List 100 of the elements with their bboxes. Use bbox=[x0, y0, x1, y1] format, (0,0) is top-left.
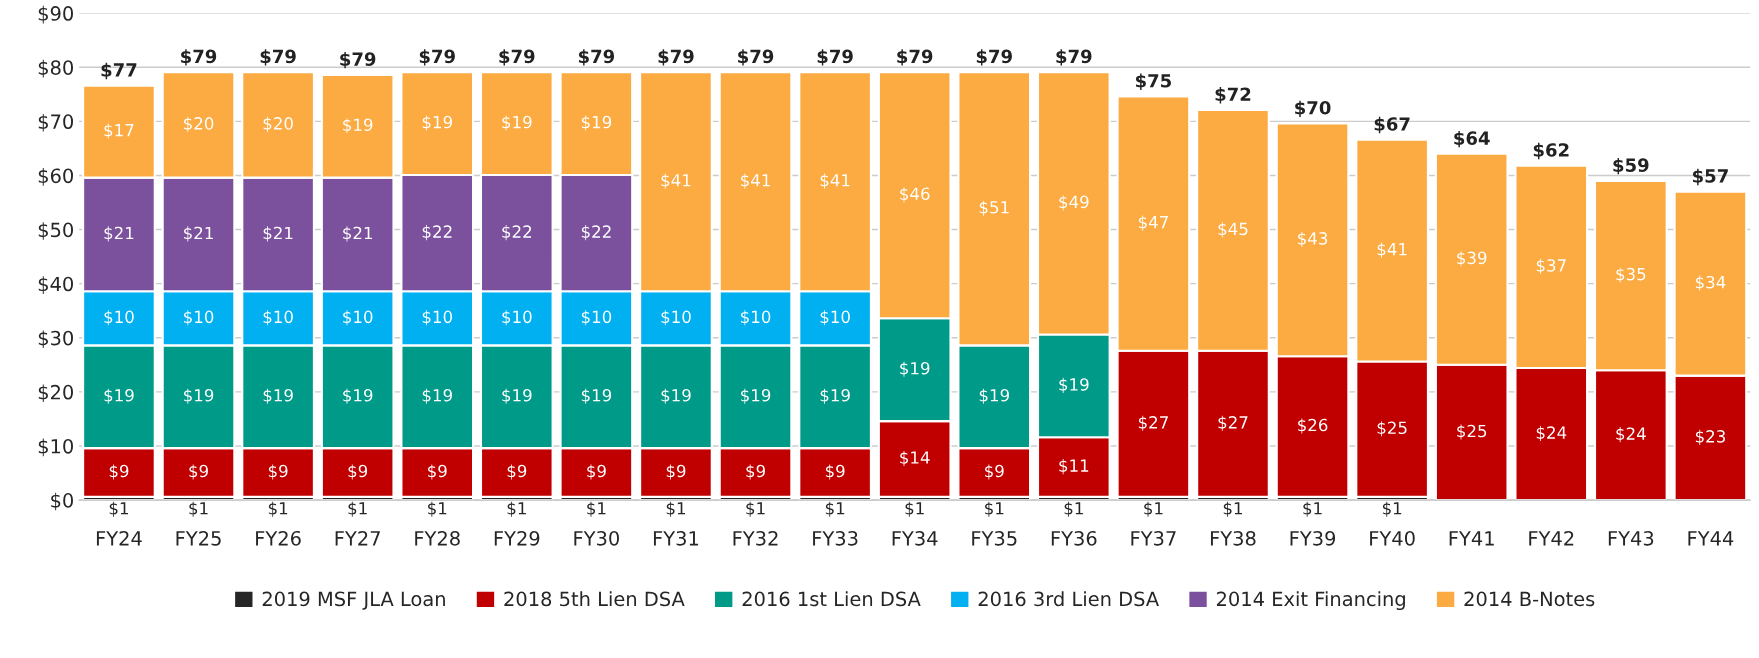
x-tick-label: FY38 bbox=[1210, 530, 1256, 546]
total-label: $57 bbox=[1692, 168, 1728, 186]
x-tick-label: FY35 bbox=[972, 530, 1017, 546]
y-tick-label: $0 bbox=[51, 492, 73, 511]
total-label: $79 bbox=[976, 49, 1012, 66]
data-label: $10 bbox=[502, 310, 532, 326]
data-label: $10 bbox=[263, 310, 293, 326]
data-label: $9 bbox=[587, 464, 606, 480]
y-tick-label: $70 bbox=[38, 113, 73, 132]
data-label: $9 bbox=[666, 464, 686, 480]
total-label: $67 bbox=[1374, 116, 1410, 134]
x-tick-label: FY40 bbox=[1370, 530, 1415, 546]
x-tick-label: FY41 bbox=[1449, 531, 1494, 546]
data-label: $10 bbox=[183, 310, 214, 326]
data-label: $10 bbox=[104, 310, 134, 326]
data-label: $1 bbox=[268, 501, 288, 517]
data-label: $25 bbox=[1377, 421, 1407, 437]
legend-label: 2016 1st Lien DSA bbox=[742, 591, 921, 607]
data-label: $47 bbox=[1138, 215, 1168, 231]
data-label: $9 bbox=[428, 464, 447, 480]
data-label: $22 bbox=[502, 225, 532, 241]
y-tick-label: $40 bbox=[38, 276, 73, 294]
total-label: $79 bbox=[1056, 49, 1092, 66]
data-label: $49 bbox=[1059, 195, 1089, 211]
data-label: $10 bbox=[661, 310, 691, 326]
data-label: $27 bbox=[1138, 415, 1168, 431]
total-label: $79 bbox=[658, 49, 694, 66]
data-label: $19 bbox=[422, 388, 452, 404]
data-label: $19 bbox=[1059, 377, 1089, 393]
x-tick-label: FY26 bbox=[256, 530, 301, 546]
x-tick-label: FY28 bbox=[415, 530, 460, 546]
total-label: $59 bbox=[1613, 157, 1649, 175]
data-label: $10 bbox=[820, 310, 850, 326]
data-label: $34 bbox=[1695, 275, 1726, 291]
data-label: $9 bbox=[109, 464, 129, 480]
data-label: $10 bbox=[741, 310, 771, 326]
x-tick-label: FY44 bbox=[1688, 531, 1734, 546]
total-label: $77 bbox=[101, 62, 137, 80]
data-label: $27 bbox=[1218, 415, 1248, 431]
total-label: $79 bbox=[499, 49, 535, 66]
data-label: $46 bbox=[900, 187, 930, 203]
data-label: $19 bbox=[422, 115, 452, 131]
data-label: $19 bbox=[979, 388, 1009, 404]
data-label: $1 bbox=[109, 501, 129, 517]
data-label: $1 bbox=[189, 501, 208, 517]
x-tick-label: FY43 bbox=[1608, 530, 1654, 546]
y-tick-label: $60 bbox=[38, 168, 73, 186]
y-tick-label: $20 bbox=[38, 384, 73, 403]
total-label: $79 bbox=[738, 49, 774, 66]
data-label: $19 bbox=[343, 118, 373, 134]
x-tick-label: FY25 bbox=[176, 530, 221, 546]
data-label: $9 bbox=[985, 464, 1004, 480]
data-label: $21 bbox=[183, 226, 213, 242]
data-label: $19 bbox=[741, 388, 771, 404]
total-label: $79 bbox=[260, 49, 296, 66]
data-label: $19 bbox=[502, 388, 532, 404]
data-label: $35 bbox=[1616, 267, 1646, 283]
data-label: $19 bbox=[104, 388, 134, 404]
data-label: $10 bbox=[581, 310, 612, 326]
x-tick-label: FY39 bbox=[1290, 530, 1336, 546]
data-label: $20 bbox=[263, 116, 293, 132]
y-tick-label: $10 bbox=[38, 438, 73, 457]
total-label: $79 bbox=[340, 51, 376, 69]
data-label: $43 bbox=[1298, 231, 1328, 247]
data-label: $19 bbox=[581, 115, 612, 131]
total-label: $70 bbox=[1295, 100, 1331, 118]
legend-label: 2016 3rd Lien DSA bbox=[978, 591, 1159, 607]
data-label: $19 bbox=[502, 115, 532, 131]
data-label: $41 bbox=[661, 173, 691, 189]
data-label: $41 bbox=[741, 173, 770, 189]
data-label: $9 bbox=[507, 464, 527, 480]
legend-label: 2014 B-Notes bbox=[1464, 591, 1595, 607]
x-tick-label: FY37 bbox=[1131, 530, 1176, 546]
data-label: $9 bbox=[348, 464, 368, 480]
data-label: $1 bbox=[1064, 501, 1083, 517]
total-label: $72 bbox=[1215, 87, 1251, 104]
data-label: $45 bbox=[1218, 222, 1248, 238]
total-label: $79 bbox=[578, 49, 615, 66]
total-label: $75 bbox=[1135, 73, 1171, 90]
data-label: $1 bbox=[587, 501, 606, 517]
data-label: $21 bbox=[263, 226, 293, 242]
total-label: $79 bbox=[419, 49, 455, 66]
x-tick-label: FY24 bbox=[96, 530, 142, 546]
legend-label: 2014 Exit Financing bbox=[1216, 591, 1405, 611]
x-tick-label: FY27 bbox=[335, 530, 380, 546]
data-label: $1 bbox=[1223, 501, 1243, 517]
x-tick-label: FY42 bbox=[1529, 530, 1574, 546]
y-tick-label: $90 bbox=[38, 5, 73, 24]
data-label: $9 bbox=[825, 464, 845, 480]
data-label: $19 bbox=[581, 388, 612, 404]
data-label: $19 bbox=[900, 361, 930, 377]
data-label: $51 bbox=[979, 200, 1009, 216]
x-tick-label: FY34 bbox=[892, 530, 938, 546]
x-tick-label: FY33 bbox=[813, 530, 858, 546]
data-label: $9 bbox=[189, 464, 208, 480]
data-label: $9 bbox=[268, 464, 288, 480]
data-label: $1 bbox=[825, 501, 845, 517]
data-label: $9 bbox=[746, 464, 765, 480]
data-label: $1 bbox=[348, 501, 367, 517]
data-label: $19 bbox=[183, 388, 214, 404]
